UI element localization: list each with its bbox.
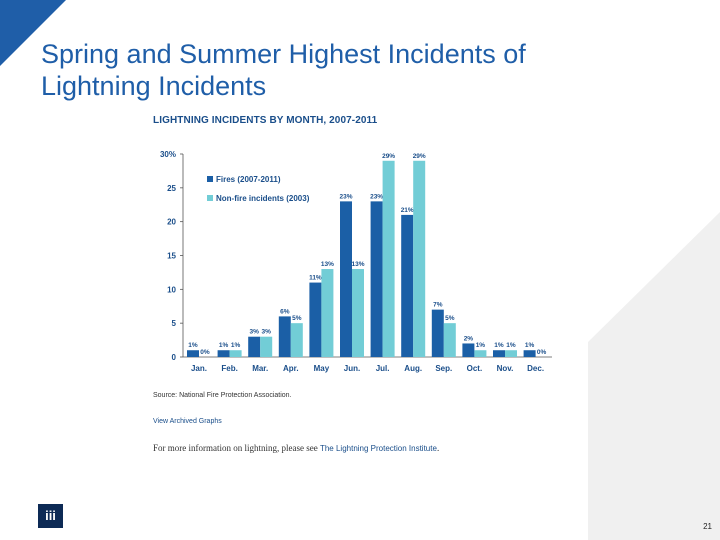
bar-fires <box>217 350 230 357</box>
x-tick-label: Apr. <box>283 364 299 373</box>
bar-value-label: 3% <box>249 329 259 336</box>
legend-label: Non-fire incidents (2003) <box>216 194 310 203</box>
bar-value-label: 29% <box>382 153 395 160</box>
x-tick-label: Mar. <box>252 364 268 373</box>
bar-value-label: 11% <box>309 275 322 282</box>
bar-value-label: 1% <box>476 342 486 349</box>
bar-non-fire <box>413 160 426 357</box>
corner-accent-triangle <box>0 0 66 66</box>
more-info-prefix: For more information on lightning, pleas… <box>153 443 320 453</box>
bar-value-label: 1% <box>219 342 229 349</box>
bar-value-label: 23% <box>370 193 383 200</box>
bar-value-label: 1% <box>525 342 535 349</box>
y-tick-label: 30% <box>160 150 176 159</box>
y-tick-label: 25 <box>167 184 176 193</box>
y-tick-label: 20 <box>167 218 176 227</box>
y-tick-label: 0 <box>172 353 177 362</box>
decorative-gray-shape <box>588 212 720 540</box>
bar-non-fire <box>229 350 242 357</box>
legend-label: Fires (2007-2011) <box>216 175 281 184</box>
x-tick-label: Aug. <box>404 364 422 373</box>
bar-value-label: 5% <box>292 315 302 322</box>
bar-value-label: 6% <box>280 308 290 315</box>
bar-fires <box>523 350 536 357</box>
bar-non-fire <box>260 336 273 357</box>
bar-fires <box>340 201 352 357</box>
bar-value-label: 13% <box>321 261 334 268</box>
bar-non-fire <box>290 323 303 357</box>
bar-value-label: 1% <box>494 342 504 349</box>
legend-swatch <box>207 195 213 201</box>
bar-non-fire <box>443 323 456 357</box>
bar-non-fire <box>474 350 487 357</box>
bar-value-label: 3% <box>261 329 271 336</box>
bar-value-label: 7% <box>433 302 443 309</box>
bar-fires <box>431 309 444 357</box>
bar-fires <box>370 201 383 357</box>
bar-non-fire <box>505 350 517 357</box>
bar-value-label: 13% <box>351 261 364 268</box>
more-info-suffix: . <box>436 443 440 453</box>
bar-fires <box>401 214 414 357</box>
bar-value-label: 1% <box>188 342 198 349</box>
x-tick-label: Dec. <box>527 364 544 373</box>
bar-fires <box>278 316 291 357</box>
view-archived-graphs-link[interactable]: View Archived Graphs <box>153 418 222 425</box>
bar-non-fire <box>382 160 395 357</box>
source-note: Source: National Fire Protection Associa… <box>153 392 292 399</box>
bar-fires <box>462 343 475 357</box>
y-tick-label: 10 <box>167 285 176 294</box>
bar-value-label: 29% <box>413 153 426 160</box>
x-tick-label: Jun. <box>344 364 360 373</box>
bar-value-label: 2% <box>464 335 474 342</box>
bar-fires <box>248 336 261 357</box>
bar-non-fire <box>352 269 364 357</box>
lightning-protection-institute-link[interactable]: The Lightning Protection Institute <box>319 444 437 453</box>
bar-non-fire <box>321 269 334 357</box>
x-tick-label: Jul. <box>376 364 390 373</box>
x-tick-label: Sep. <box>435 364 452 373</box>
chart-title: LIGHTNING INCIDENTS BY MONTH, 2007-2011 <box>153 115 378 126</box>
bar-fires <box>493 350 505 357</box>
bar-value-label: 0% <box>200 349 210 356</box>
bar-fires <box>309 282 322 357</box>
y-tick-label: 15 <box>167 252 176 261</box>
bar-fires <box>187 350 199 357</box>
x-tick-label: Oct. <box>467 364 483 373</box>
x-tick-label: May <box>314 364 330 373</box>
x-tick-label: Nov. <box>497 364 514 373</box>
legend-swatch <box>207 176 213 182</box>
x-tick-label: Jan. <box>191 364 207 373</box>
bar-value-label: 23% <box>339 193 352 200</box>
bar-value-label: 0% <box>537 349 547 356</box>
company-logo: iii <box>38 504 63 528</box>
page-number: 21 <box>703 522 712 531</box>
x-tick-label: Feb. <box>221 364 237 373</box>
bar-value-label: 1% <box>231 342 241 349</box>
bar-value-label: 21% <box>401 207 414 214</box>
bar-value-label: 1% <box>506 342 516 349</box>
more-info-text: For more information on lightning, pleas… <box>153 443 439 453</box>
bar-value-label: 5% <box>445 315 455 322</box>
slide-title: Spring and Summer Highest Incidents of L… <box>41 39 526 101</box>
y-tick-label: 5 <box>172 319 177 328</box>
